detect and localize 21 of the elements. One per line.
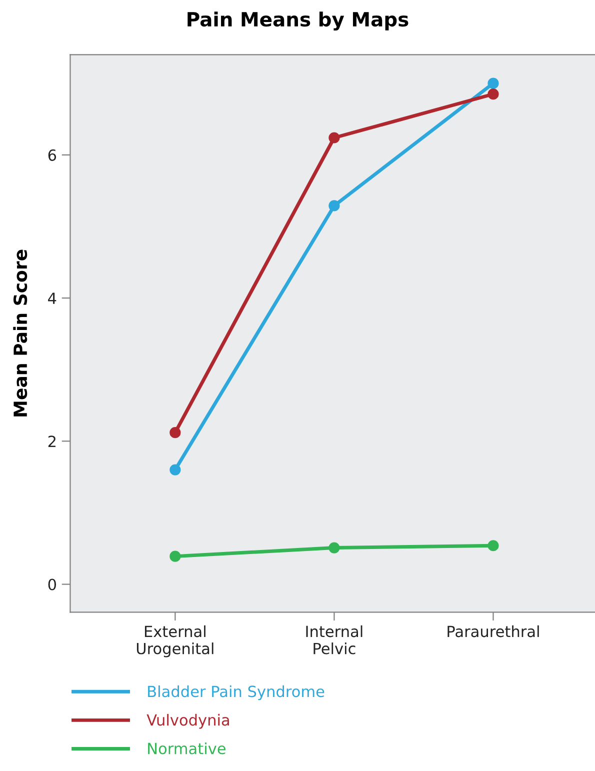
point xyxy=(488,540,499,552)
y-axis-title: Mean Pain Score xyxy=(13,250,28,416)
x-tick-label: Internal Pelvic xyxy=(306,625,362,654)
y-tick-label: 4 xyxy=(48,292,56,304)
y-tick-label: 6 xyxy=(48,149,56,161)
point xyxy=(328,542,340,554)
point xyxy=(488,78,499,89)
x-tick-label: External Urogenital xyxy=(136,625,214,658)
point xyxy=(170,464,181,476)
legend-label: Normative xyxy=(148,742,226,754)
point xyxy=(488,88,499,100)
point xyxy=(328,200,340,212)
y-tick-label: 0 xyxy=(48,578,56,590)
point xyxy=(170,427,181,438)
y-tick-label: 2 xyxy=(48,436,56,447)
legend-label: Vulvodynia xyxy=(146,714,229,729)
point xyxy=(170,550,181,562)
point xyxy=(328,132,340,144)
legend-label: Bladder Pain Syndrome xyxy=(148,685,324,700)
x-tick-label: Paraurethral xyxy=(448,625,539,638)
chart-title: Pain Means by Maps xyxy=(188,12,408,31)
